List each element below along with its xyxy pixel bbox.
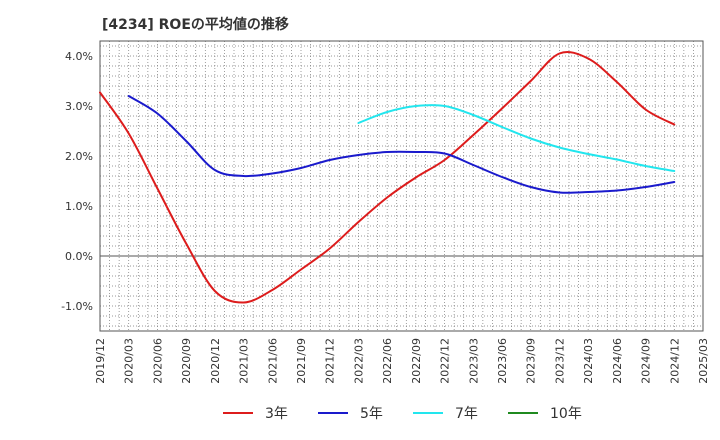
x-tick-label: 2024/12 xyxy=(668,338,681,384)
chart-title: [4234] ROEの平均値の推移 xyxy=(102,17,289,33)
x-tick-label: 2023/03 xyxy=(467,338,480,384)
x-tick-label: 2022/09 xyxy=(410,338,423,384)
x-tick-label: 2021/12 xyxy=(324,338,337,384)
legend-item: 10年 xyxy=(508,403,582,423)
x-tick-label: 2021/09 xyxy=(295,338,308,384)
x-tick-label: 2022/12 xyxy=(439,338,452,384)
x-tick-label: 2024/06 xyxy=(611,338,624,384)
y-tick-label: 3.0% xyxy=(65,100,93,113)
y-tick-label: 1.0% xyxy=(65,200,93,213)
x-tick-label: 2021/06 xyxy=(266,338,279,384)
legend-swatch xyxy=(413,412,443,414)
x-tick-label: 2022/03 xyxy=(352,338,365,384)
legend-swatch xyxy=(318,412,348,414)
chart-legend: 3年 5年 7年 10年 xyxy=(0,403,720,427)
x-tick-label: 2022/06 xyxy=(381,338,394,384)
y-tick-label: 0.0% xyxy=(65,250,93,263)
legend-label: 5年 xyxy=(360,406,383,422)
legend-label: 7年 xyxy=(455,406,478,422)
legend-label: 3年 xyxy=(265,406,288,422)
x-tick-label: 2023/09 xyxy=(525,338,538,384)
x-tick-label: 2024/03 xyxy=(582,338,595,384)
y-tick-label: 4.0% xyxy=(65,50,93,63)
legend-item: 3年 xyxy=(223,403,288,423)
x-tick-label: 2020/12 xyxy=(209,338,222,384)
x-tick-label: 2021/03 xyxy=(238,338,251,384)
x-tick-label: 2023/06 xyxy=(496,338,509,384)
legend-item: 5年 xyxy=(318,403,383,423)
line-chart: 4.0% 3.0% 2.0% 1.0% 0.0% -1.0% 2019/12 2020/03 2… xyxy=(61,40,710,384)
x-tick-label: 2025/03 xyxy=(697,338,710,384)
series-line-2 xyxy=(127,95,676,194)
x-tick-label: 2023/12 xyxy=(553,338,566,384)
y-tick-label: -1.0% xyxy=(61,300,93,313)
series-line-3 xyxy=(357,104,676,172)
x-tick-label: 2024/09 xyxy=(640,338,653,384)
x-tick-label: 2020/06 xyxy=(151,338,164,384)
x-tick-label: 2020/09 xyxy=(180,338,193,384)
legend-swatch xyxy=(223,412,253,414)
legend-item: 7年 xyxy=(413,403,478,423)
legend-swatch xyxy=(508,412,538,414)
series-line-1 xyxy=(99,51,676,304)
y-tick-label: 2.0% xyxy=(65,150,93,163)
x-tick-label: 2020/03 xyxy=(123,338,136,384)
plot-frame xyxy=(99,40,704,332)
x-tick-label: 2019/12 xyxy=(94,338,107,384)
legend-label: 10年 xyxy=(550,406,582,422)
